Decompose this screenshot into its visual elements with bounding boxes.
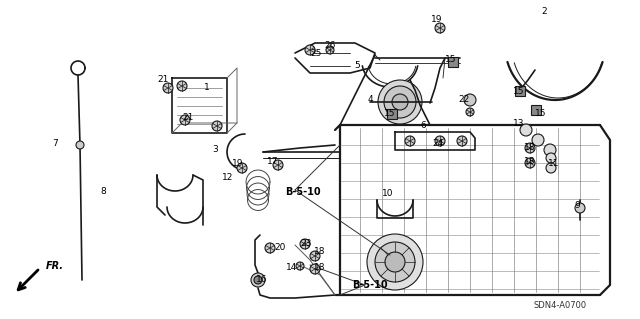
Circle shape [326,46,334,54]
Circle shape [76,141,84,149]
Circle shape [273,160,283,170]
Text: 21: 21 [182,114,194,122]
Text: FR.: FR. [46,261,64,271]
Text: 11: 11 [548,159,560,167]
Circle shape [457,136,467,146]
Circle shape [384,86,416,118]
Circle shape [254,276,262,284]
Circle shape [212,121,222,131]
Text: 2: 2 [541,8,547,17]
Circle shape [435,23,445,33]
Circle shape [544,144,556,156]
Text: 19: 19 [232,159,244,167]
Circle shape [525,143,535,153]
Text: 23: 23 [300,239,312,248]
Circle shape [375,242,415,282]
Circle shape [435,136,445,146]
Circle shape [464,94,476,106]
Text: 19: 19 [431,16,443,25]
Text: 9: 9 [574,202,580,211]
Text: 20: 20 [275,242,285,251]
Text: 3: 3 [212,145,218,153]
FancyBboxPatch shape [448,57,458,67]
Text: 26: 26 [324,41,336,50]
Circle shape [546,153,556,163]
Circle shape [300,239,310,249]
Text: 15: 15 [535,108,547,117]
Circle shape [575,203,585,213]
Text: 22: 22 [458,95,470,105]
Text: 13: 13 [513,118,525,128]
Circle shape [546,163,556,173]
Text: 10: 10 [382,189,394,197]
Text: SDN4-A0700: SDN4-A0700 [533,301,587,310]
Circle shape [525,158,535,168]
Text: 16: 16 [256,276,268,285]
Text: 14: 14 [286,263,298,272]
Text: 15: 15 [384,108,396,117]
Circle shape [532,134,544,146]
FancyBboxPatch shape [387,109,397,119]
Text: 12: 12 [222,173,234,182]
Text: 15: 15 [513,86,525,95]
Circle shape [310,251,320,261]
Circle shape [265,243,275,253]
Circle shape [466,108,474,116]
Circle shape [392,94,408,110]
Text: 15: 15 [445,55,457,63]
Circle shape [237,163,247,173]
Text: 18: 18 [314,263,326,271]
Circle shape [163,83,173,93]
Circle shape [177,81,187,91]
Circle shape [378,80,422,124]
Text: 18: 18 [314,248,326,256]
Circle shape [296,262,304,270]
Text: 24: 24 [433,138,444,147]
Circle shape [520,124,532,136]
Text: 4: 4 [367,94,373,103]
FancyBboxPatch shape [515,86,525,96]
Text: 8: 8 [100,188,106,197]
Circle shape [305,45,315,55]
Text: 5: 5 [354,62,360,70]
Text: 1: 1 [204,84,210,93]
Text: 18: 18 [524,144,536,152]
Circle shape [405,136,415,146]
Circle shape [180,115,190,125]
Text: 7: 7 [52,138,58,147]
Circle shape [385,252,405,272]
Text: 6: 6 [420,122,426,130]
Circle shape [367,234,423,290]
Text: B-5-10: B-5-10 [352,280,388,290]
Text: B-5-10: B-5-10 [285,187,321,197]
Circle shape [251,273,265,287]
Circle shape [310,264,320,274]
Text: 25: 25 [310,48,322,57]
Text: 18: 18 [524,158,536,167]
Text: 21: 21 [157,75,169,84]
Text: 17: 17 [268,158,279,167]
FancyBboxPatch shape [531,105,541,115]
